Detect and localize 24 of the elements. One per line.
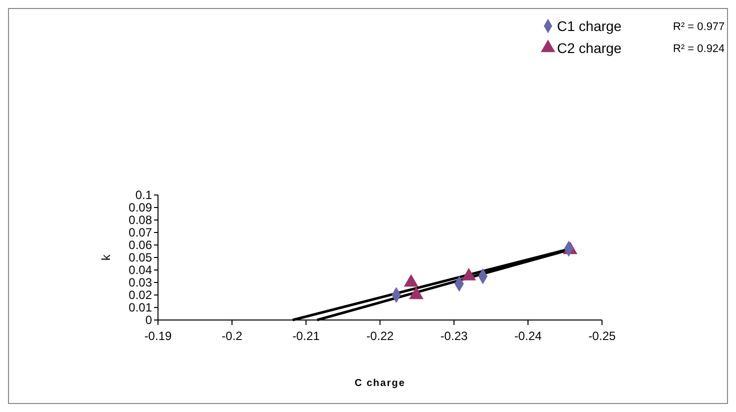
y-tick-label: 0.05 — [128, 250, 152, 265]
legend-label: C2 charge — [557, 40, 622, 56]
y-tick-label: 0.02 — [128, 288, 152, 302]
text: R² = 0.924 — [673, 42, 725, 55]
y-tick-label: 0.07 — [128, 226, 152, 240]
y-tick-label: 0.01 — [128, 300, 152, 315]
x-tick-label: -0.19 — [144, 329, 172, 343]
y-tick-label: 0.09 — [128, 200, 152, 215]
x-tick-label: -0.21 — [292, 329, 320, 343]
y-tick-label: 0 — [145, 313, 152, 328]
y-tick-label: 0.1 — [135, 188, 152, 202]
y-tick-label: 0.06 — [128, 238, 152, 252]
legend-label: C1 charge — [557, 18, 622, 34]
x-tick-label: -0.24 — [514, 329, 542, 343]
x-axis-title: C charge — [354, 378, 406, 389]
y-tick-label: 0.08 — [128, 213, 152, 228]
y-axis-title: k — [99, 254, 113, 260]
y-tick-label: 0.04 — [128, 263, 152, 278]
y-tick-label: 0.03 — [128, 276, 152, 290]
x-tick-label: -0.23 — [440, 329, 468, 343]
x-tick-label: -0.25 — [588, 329, 616, 343]
x-tick-label: -0.2 — [222, 329, 243, 343]
text: R² = 0.977 — [673, 20, 725, 33]
x-tick-label: -0.22 — [366, 329, 394, 343]
